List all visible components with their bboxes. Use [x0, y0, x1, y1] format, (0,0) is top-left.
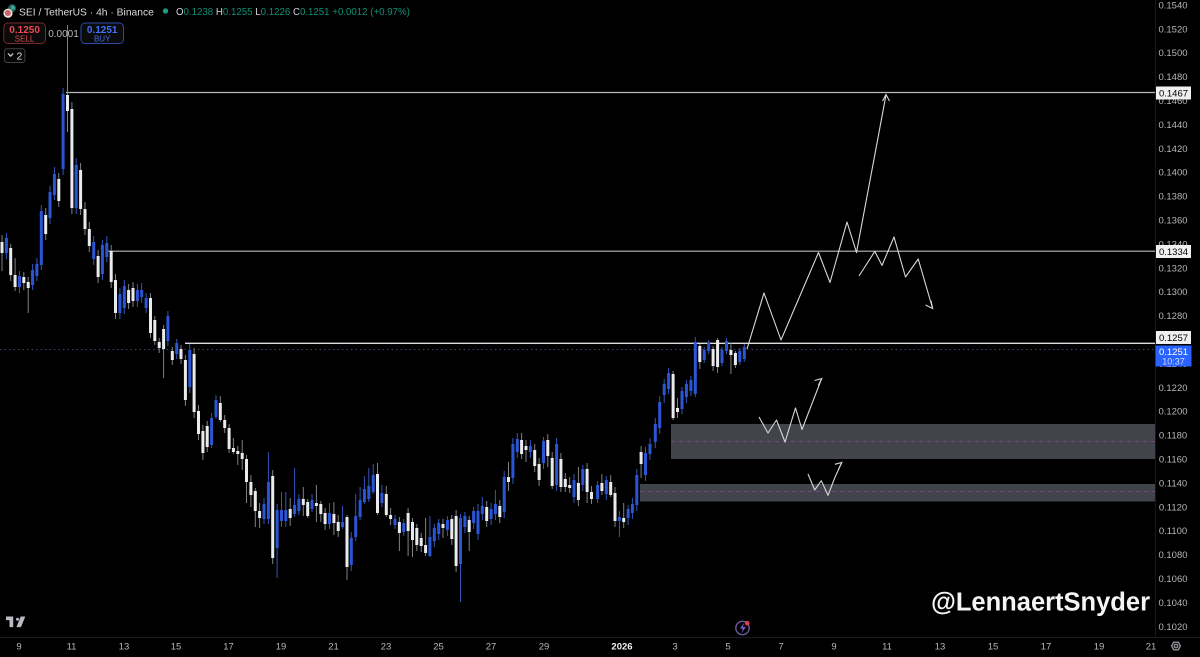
svg-text:0.1100: 0.1100 — [1159, 526, 1187, 537]
svg-text:O0.1238 H0.1255 L0.1226 C0.125: O0.1238 H0.1255 L0.1226 C0.1251 +0.0012 … — [176, 7, 410, 18]
svg-text:17: 17 — [223, 642, 234, 653]
svg-text:SEI / TetherUS · 4h · Binance: SEI / TetherUS · 4h · Binance — [19, 8, 154, 19]
svg-text:21: 21 — [1146, 642, 1157, 653]
svg-text:0.1257: 0.1257 — [1159, 333, 1188, 344]
svg-text:27: 27 — [486, 642, 497, 653]
svg-text:0.1440: 0.1440 — [1158, 120, 1187, 131]
svg-text:5: 5 — [725, 642, 730, 653]
svg-text:0.1220: 0.1220 — [1158, 383, 1187, 394]
svg-text:0.1334: 0.1334 — [1159, 247, 1188, 258]
svg-text:0.1380: 0.1380 — [1158, 192, 1187, 203]
svg-text:BUY: BUY — [94, 34, 111, 43]
svg-text:7: 7 — [778, 642, 783, 653]
svg-text:0.1540: 0.1540 — [1158, 0, 1187, 11]
svg-text:0.1467: 0.1467 — [1159, 88, 1188, 99]
svg-text:0.1500: 0.1500 — [1158, 48, 1187, 59]
svg-text:0.1480: 0.1480 — [1158, 72, 1187, 83]
svg-text:10:37: 10:37 — [1162, 356, 1185, 366]
svg-text:2: 2 — [17, 50, 23, 62]
svg-text:23: 23 — [381, 642, 392, 653]
svg-text:0.1400: 0.1400 — [1158, 168, 1187, 179]
svg-text:2026: 2026 — [611, 642, 632, 653]
svg-text:13: 13 — [935, 642, 946, 653]
svg-text:29: 29 — [539, 642, 550, 653]
svg-text:0.1280: 0.1280 — [1158, 311, 1187, 322]
svg-text:0.1120: 0.1120 — [1159, 502, 1187, 513]
svg-text:13: 13 — [119, 642, 130, 653]
svg-text:0.1020: 0.1020 — [1158, 622, 1187, 633]
svg-text:0.1140: 0.1140 — [1159, 478, 1187, 489]
svg-text:0.1060: 0.1060 — [1158, 574, 1187, 585]
svg-text:19: 19 — [276, 642, 287, 653]
svg-text:17: 17 — [1041, 642, 1052, 653]
svg-text:3: 3 — [672, 642, 677, 653]
svg-text:0.1250: 0.1250 — [9, 25, 40, 36]
svg-text:0.1520: 0.1520 — [1158, 24, 1187, 35]
svg-text:0.1160: 0.1160 — [1159, 455, 1187, 466]
svg-text:0.1320: 0.1320 — [1158, 263, 1187, 274]
svg-text:15: 15 — [171, 642, 182, 653]
svg-text:0.0001: 0.0001 — [48, 29, 79, 40]
svg-text:@LennaertSnyder: @LennaertSnyder — [931, 589, 1150, 617]
svg-text:0.1420: 0.1420 — [1158, 144, 1187, 155]
svg-text:9: 9 — [16, 642, 21, 653]
svg-text:11: 11 — [67, 642, 77, 653]
svg-text:0.1300: 0.1300 — [1158, 287, 1187, 298]
svg-text:0.1180: 0.1180 — [1159, 431, 1187, 442]
svg-text:25: 25 — [433, 642, 444, 653]
svg-text:11: 11 — [882, 642, 892, 653]
svg-text:0.1200: 0.1200 — [1158, 407, 1187, 418]
svg-text:0.1460: 0.1460 — [1158, 96, 1187, 107]
svg-text:0.1340: 0.1340 — [1158, 239, 1187, 250]
svg-text:0.1251: 0.1251 — [1159, 347, 1188, 358]
svg-text:19: 19 — [1094, 642, 1105, 653]
svg-text:0.1040: 0.1040 — [1158, 598, 1187, 609]
svg-text:21: 21 — [328, 642, 339, 653]
svg-text:0.1080: 0.1080 — [1158, 550, 1187, 561]
svg-text:0.1360: 0.1360 — [1158, 216, 1187, 227]
svg-text:9: 9 — [831, 642, 836, 653]
svg-text:SELL: SELL — [15, 34, 35, 43]
svg-text:15: 15 — [988, 642, 999, 653]
svg-text:0.1251: 0.1251 — [87, 25, 118, 36]
